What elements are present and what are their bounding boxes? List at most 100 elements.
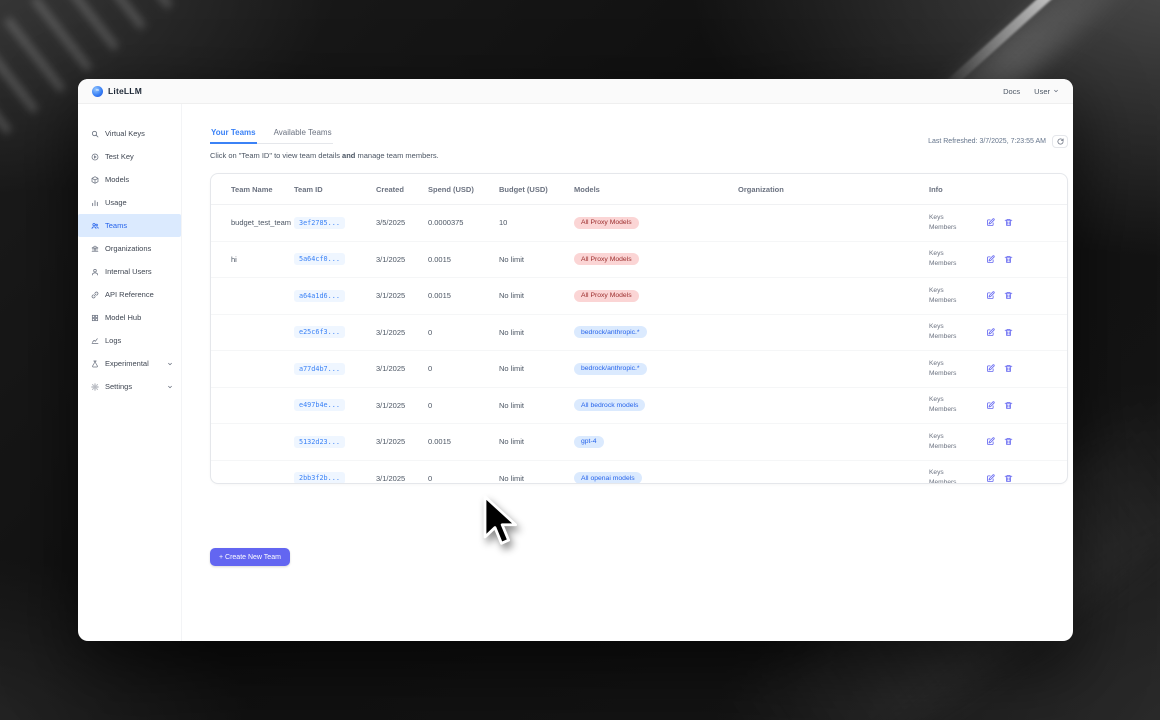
edit-icon [986,437,995,446]
row-actions [986,437,1067,446]
spend-cell: 0 [428,364,433,374]
model-badge: All Proxy Models [574,253,639,266]
tab[interactable]: Your Teams [210,128,257,144]
row-actions [986,401,1067,410]
keys-link[interactable]: Keys [929,323,944,331]
team-id-cell: 2bb3f2b... [294,472,376,483]
main-content: Your Teams Available Teams Last Refreshe… [182,104,1073,641]
sidebar-item[interactable]: Test Key [78,145,181,168]
row-actions [986,291,1067,300]
delete-team-button[interactable] [1004,291,1013,300]
members-link[interactable]: Members [929,296,957,304]
members-link[interactable]: Members [929,406,957,414]
user-menu[interactable]: User [1034,87,1059,96]
sidebar-item[interactable]: API Reference [78,283,181,306]
models-cell: All Proxy Models [574,289,738,302]
edit-team-button[interactable] [986,437,995,446]
sidebar-item-label: Test Key [105,152,134,161]
refresh-row: Last Refreshed: 3/7/2025, 7:23:55 AM [928,135,1068,148]
sidebar-item[interactable]: Teams [78,214,181,237]
trash-icon [1004,401,1013,410]
model-badge: All bedrock models [574,399,646,412]
delete-team-button[interactable] [1004,218,1013,227]
members-link[interactable]: Members [929,223,957,231]
members-link[interactable]: Members [929,369,957,377]
models-cell: bedrock/anthropic.* [574,326,738,339]
sidebar-item[interactable]: Usage [78,191,181,214]
keys-link[interactable]: Keys [929,213,944,221]
sidebar-item[interactable]: Models [78,168,181,191]
sidebar-item[interactable]: Virtual Keys [78,122,181,145]
team-id-link[interactable]: a64a1d6... [294,289,345,302]
delete-team-button[interactable] [1004,401,1013,410]
sidebar-item[interactable]: Settings [78,375,181,398]
budget-cell: No limit [499,327,525,337]
delete-team-button[interactable] [1004,328,1013,337]
table-row: hi 5a64cf0... 3/1/2025 0.0015 No limit A… [211,242,1067,278]
delete-team-button[interactable] [1004,437,1013,446]
team-id-link[interactable]: 3ef2785... [294,216,345,229]
info-cell: Keys Members [929,468,986,484]
spend-cell: 0.0015 [428,254,451,264]
edit-team-button[interactable] [986,218,995,227]
refresh-button[interactable] [1052,135,1068,148]
model-badge: gpt-4 [574,435,604,448]
spend-cell: 0.0015 [428,437,451,447]
edit-team-button[interactable] [986,255,995,264]
sidebar-item-label: Organizations [105,244,152,253]
created-cell: 3/1/2025 [376,254,406,264]
keys-link[interactable]: Keys [929,396,944,404]
delete-team-button[interactable] [1004,255,1013,264]
keys-link[interactable]: Keys [929,469,944,477]
sidebar-item[interactable]: Model Hub [78,306,181,329]
info-cell: Keys Members [929,213,986,233]
edit-icon [986,328,995,337]
edit-team-button[interactable] [986,291,995,300]
team-id-link[interactable]: a77d4b7... [294,362,345,375]
docs-link[interactable]: Docs [1003,86,1021,96]
teams-table-card: Team Name Team ID Created Spend (USD) Bu… [210,173,1068,484]
edit-team-button[interactable] [986,474,995,483]
trash-icon [1004,218,1013,227]
bank-icon [91,245,99,253]
team-id-link[interactable]: 5132d23... [294,435,345,448]
team-name-cell: budget_test_team [231,218,292,228]
edit-team-button[interactable] [986,364,995,373]
col-header-models: Models [574,184,600,194]
keys-link[interactable]: Keys [929,432,944,440]
team-id-link[interactable]: 2bb3f2b... [294,472,345,483]
sidebar-item-label: Models [105,175,130,184]
models-cell: gpt-4 [574,435,738,448]
flask-icon [91,360,99,368]
members-link[interactable]: Members [929,260,957,268]
sidebar-item-label: Model Hub [105,313,142,322]
members-link[interactable]: Members [929,442,957,450]
sidebar-item[interactable]: Internal Users [78,260,181,283]
keys-link[interactable]: Keys [929,359,944,367]
create-new-team-button[interactable]: + Create New Team [210,548,290,566]
sidebar-item[interactable]: Organizations [78,237,181,260]
team-name-cell: hi [231,254,237,264]
members-link[interactable]: Members [929,333,957,341]
members-link[interactable]: Members [929,479,957,484]
tab[interactable]: Available Teams [273,128,332,137]
delete-team-button[interactable] [1004,364,1013,373]
brand-name: LiteLLM [108,86,142,96]
brand: ≈ LiteLLM [92,85,142,97]
team-id-link[interactable]: 5a64cf0... [294,253,345,266]
keys-link[interactable]: Keys [929,286,944,294]
edit-team-button[interactable] [986,328,995,337]
sidebar-item[interactable]: Experimental [78,352,181,375]
model-badge: bedrock/anthropic.* [574,362,647,375]
table-header-row: Team Name Team ID Created Spend (USD) Bu… [211,174,1067,205]
sidebar-item[interactable]: Logs [78,329,181,352]
delete-team-button[interactable] [1004,474,1013,483]
team-id-link[interactable]: e25c6f3... [294,326,345,339]
budget-cell: No limit [499,400,525,410]
sidebar-item-label: Logs [105,336,122,345]
edit-team-button[interactable] [986,401,995,410]
team-id-link[interactable]: e497b4e... [294,399,345,412]
page-subtitle: Click on "Team ID" to view team details … [210,151,439,160]
keys-link[interactable]: Keys [929,250,944,258]
